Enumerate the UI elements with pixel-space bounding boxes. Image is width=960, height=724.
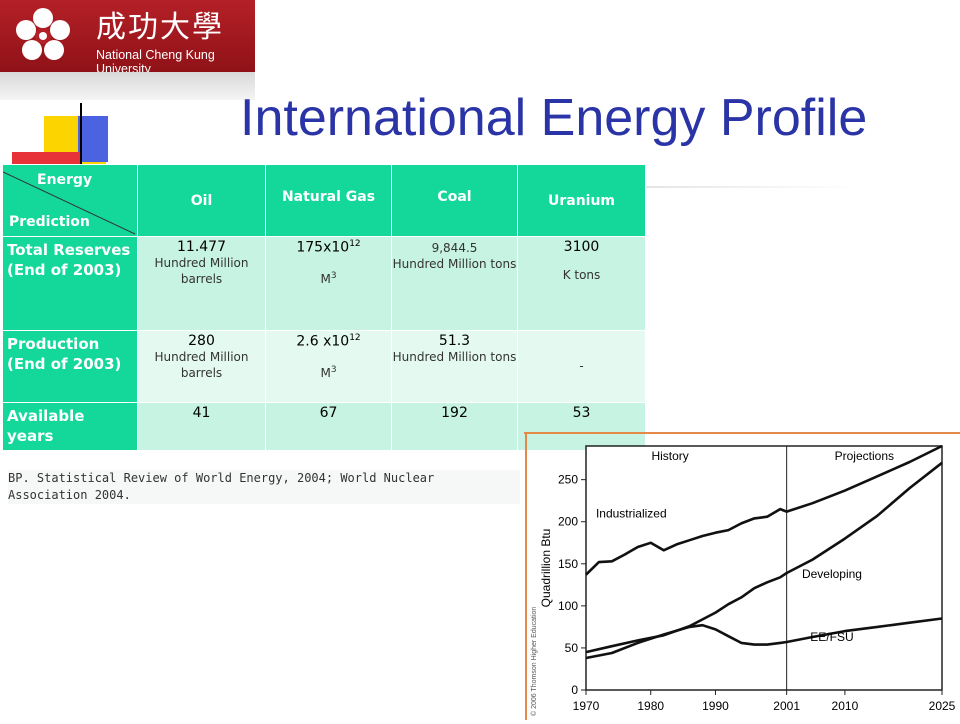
cell-production-uranium: - — [517, 330, 646, 403]
logo-shadow — [0, 72, 255, 100]
cell-value: 2.6 x1012 — [296, 333, 361, 350]
series-label: Industrialized — [596, 507, 667, 521]
slide-title: International Energy Profile — [240, 89, 868, 147]
x-tick-label: 1980 — [637, 699, 664, 713]
row-label-production: Production (End of 2003) — [2, 330, 138, 403]
cell-value: 11.477 — [177, 239, 226, 255]
column-header-oil: Oil — [137, 164, 266, 237]
cell-years-coal: 192 — [391, 402, 518, 451]
cell-production-coal: 51.3 Hundred Million tons — [391, 330, 518, 403]
column-header-uranium: Uranium — [517, 164, 646, 237]
y-tick-label: 200 — [558, 515, 578, 529]
series-line-industrialized — [585, 444, 943, 576]
cell-unit: Hundred Million tons — [392, 350, 517, 364]
row-label-available-years: Available years — [2, 402, 138, 451]
decor-vertical-line — [80, 103, 82, 165]
cell-unit: K tons — [562, 268, 601, 282]
corner-label-prediction: Prediction — [9, 213, 90, 230]
chart-frame — [585, 445, 943, 691]
row-label-total-reserves: Total Reserves (End of 2003) — [2, 236, 138, 331]
series-label: EE/FSU — [810, 630, 853, 644]
x-tick-label: 1970 — [573, 699, 600, 713]
cell-value: 51.3 — [438, 333, 471, 349]
cell-unit: M3 — [320, 364, 337, 380]
column-header-natural-gas: Natural Gas — [265, 164, 392, 237]
x-tick-label: 2010 — [832, 699, 859, 713]
cell-value: 3100 — [563, 239, 600, 255]
university-chinese-name: 成功大學 — [96, 10, 224, 45]
cell-reserves-coal: 9,844.5 Hundred Million tons — [391, 236, 518, 331]
energy-table: Energy Prediction Oil Natural Gas Coal U… — [2, 164, 646, 451]
y-tick-label: 250 — [558, 473, 578, 487]
y-tick-label: 150 — [558, 557, 578, 571]
y-tick-label: 50 — [565, 641, 579, 655]
cell-production-gas: 2.6 x1012 M3 — [265, 330, 392, 403]
cell-reserves-uranium: 3100 K tons — [517, 236, 646, 331]
cell-years-oil: 41 — [137, 402, 266, 451]
cell-unit: Hundred Million tons — [392, 257, 517, 272]
chart-credit: © 2006 Thomson Higher Education — [530, 607, 538, 716]
region-label-projections: Projections — [835, 449, 894, 463]
decor-red-bar — [12, 152, 82, 164]
y-tick-label: 100 — [558, 599, 578, 613]
series-line-ee-fsu — [585, 617, 943, 660]
diagonal-divider — [3, 171, 136, 234]
column-header-coal: Coal — [391, 164, 518, 237]
cell-value: 53 — [572, 405, 591, 421]
cell-reserves-oil: 11.477 Hundred Million barrels — [137, 236, 266, 331]
series-label: Developing — [802, 567, 862, 581]
cell-unit: M3 — [320, 270, 337, 286]
y-axis-label: Quadrillion Btu — [539, 529, 553, 608]
cell-production-oil: 280 Hundred Million barrels — [137, 330, 266, 403]
energy-consumption-chart: History Projections 0 50 100 150 200 250 1970 198… — [524, 432, 960, 720]
cell-unit: Hundred Million barrels — [154, 256, 249, 287]
decor-blue-block — [78, 116, 108, 162]
corner-label-energy: Energy — [37, 171, 93, 188]
cell-value: 175x1012 — [296, 239, 361, 256]
y-tick-label: 0 — [571, 683, 578, 697]
cell-years-gas: 67 — [265, 402, 392, 451]
source-citation: BP. Statistical Review of World Energy, … — [8, 470, 520, 504]
table-corner-cell: Energy Prediction — [2, 164, 138, 237]
plum-blossom-seal-icon — [16, 8, 70, 60]
cell-unit: Hundred Million barrels — [154, 350, 249, 381]
cell-value: 280 — [188, 333, 215, 349]
region-label-history: History — [651, 449, 688, 463]
cell-years-uranium: 53 — [517, 402, 646, 451]
cell-value: - — [579, 359, 584, 374]
cell-value: 41 — [192, 405, 211, 421]
x-tick-label: 2001 — [773, 699, 800, 713]
cell-value: 67 — [319, 405, 338, 421]
cell-reserves-gas: 175x1012 M3 — [265, 236, 392, 331]
university-logo-banner: 成功大學 National Cheng Kung University — [0, 0, 255, 76]
cell-value: 9,844.5 — [431, 241, 478, 255]
chart-svg: History Projections 0 50 100 150 200 250 1970 198… — [524, 432, 960, 720]
cell-value: 192 — [441, 405, 468, 421]
x-tick-label: 2025 — [929, 699, 956, 713]
x-tick-label: 1990 — [702, 699, 729, 713]
